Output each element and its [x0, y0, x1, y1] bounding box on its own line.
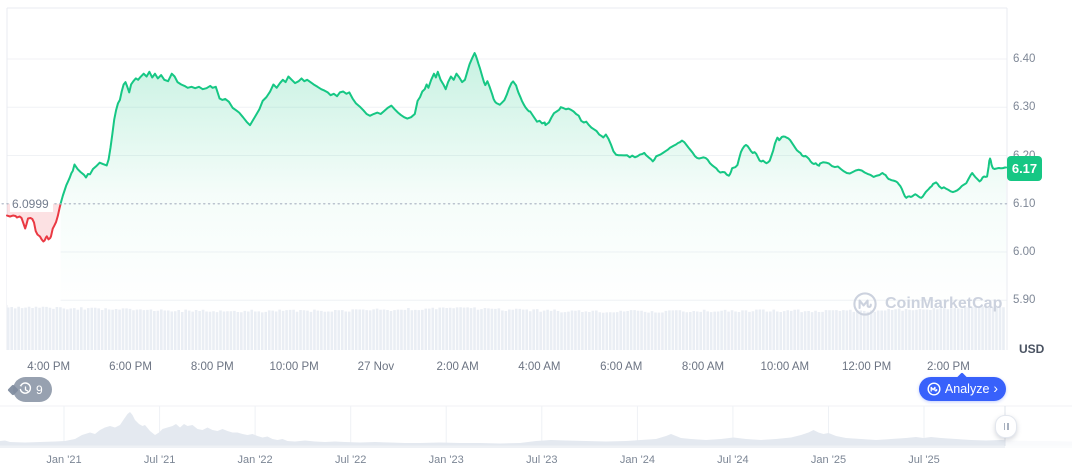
y-axis-tick-label: 6.30: [1013, 101, 1036, 114]
navigator-range-handle[interactable]: [995, 415, 1017, 438]
navigator-tick-label: Jan '22: [237, 454, 273, 466]
x-axis-tick-label: 6:00 AM: [600, 361, 643, 373]
history-events-badge[interactable]: 9: [7, 377, 52, 402]
x-axis-tick-label: 4:00 PM: [27, 361, 71, 373]
analyze-button[interactable]: Analyze ›: [919, 372, 1006, 401]
x-axis-tick-label: 10:00 AM: [760, 361, 810, 373]
navigator-tick-label: Jan '21: [46, 454, 82, 466]
analyze-button-label: Analyze: [944, 382, 990, 396]
handle-grip-bar: [1003, 423, 1005, 430]
x-axis-tick-label: 2:00 AM: [436, 361, 479, 373]
navigator-tick-label: Jan '24: [619, 454, 655, 466]
previous-close-label: 6.0999: [10, 196, 53, 212]
y-axis-tick-label: 6.40: [1013, 53, 1036, 65]
handle-grip-bar: [1007, 423, 1009, 430]
coinmarketcap-button-icon: [927, 382, 941, 396]
x-axis-tick-label: 4:00 AM: [518, 361, 561, 373]
navigator-tick-label: Jul '24: [717, 454, 749, 466]
history-clock-icon: [19, 382, 32, 394]
navigator-tick-label: Jan '23: [428, 454, 464, 466]
y-axis-tick-label: 5.90: [1013, 294, 1036, 307]
x-axis-tick-label: 27 Nov: [357, 361, 395, 373]
x-axis-tick-label: 8:00 PM: [190, 361, 234, 373]
x-axis-tick-label: 6:00 PM: [109, 361, 152, 373]
navigator-tick-label: Jul '21: [143, 454, 176, 466]
x-axis-tick-label: 10:00 PM: [269, 361, 319, 373]
navigator-tick-label: Jan '25: [810, 454, 847, 466]
x-axis-tick-label: 12:00 PM: [841, 361, 892, 373]
navigator-tick-label: Jul '23: [526, 454, 558, 466]
y-axis-tick-label: 6.00: [1013, 246, 1036, 258]
navigator-tick-label: Jul '25: [908, 454, 940, 466]
x-axis-tick-label: 2:00 PM: [926, 361, 970, 373]
last-price-badge: 6.17: [1007, 156, 1042, 181]
x-axis-tick-label: 8:00 AM: [681, 361, 725, 373]
chevron-right-icon: ›: [993, 380, 999, 396]
history-count: 9: [36, 382, 43, 397]
y-axis-tick-label: 6.10: [1013, 197, 1036, 210]
y-axis-unit-label: USD: [1019, 341, 1045, 356]
navigator-tick-label: Jul '22: [334, 454, 367, 466]
